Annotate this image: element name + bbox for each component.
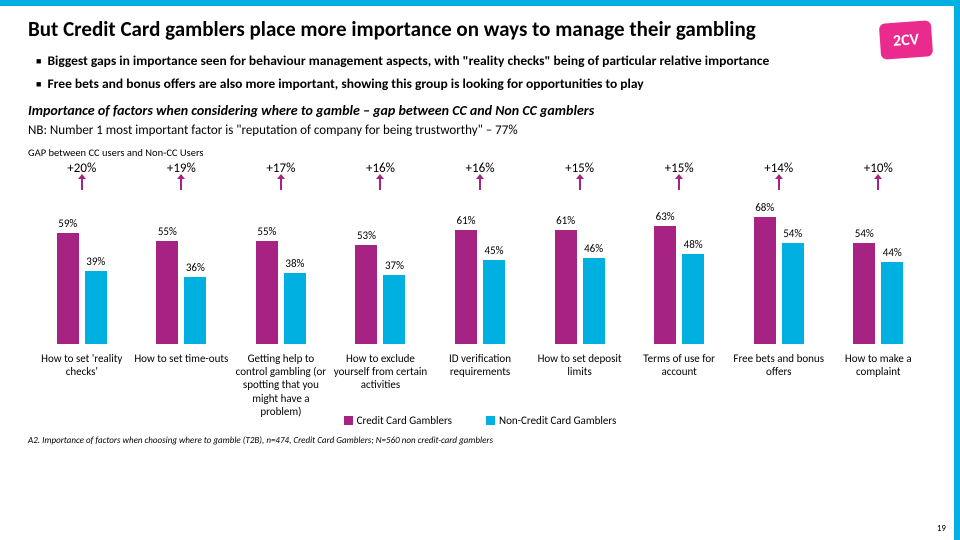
legend-item-cc: Credit Card Gamblers bbox=[344, 414, 452, 427]
legend-item-ncc: Non-Credit Card Gamblers bbox=[486, 414, 616, 427]
category-label: Terms of use for account bbox=[629, 352, 729, 378]
bar-cc: 54% bbox=[853, 243, 875, 344]
bar-chart: +20%59%39%How to set 'reality checks'+19… bbox=[28, 161, 932, 418]
bar-ncc: 46% bbox=[583, 258, 605, 344]
bar-ncc: 39% bbox=[85, 271, 107, 344]
chart-group: +16%53%37%How to exclude yourself from c… bbox=[331, 161, 431, 418]
bar-value: 54% bbox=[783, 227, 802, 240]
category-label: How to set 'reality checks' bbox=[32, 352, 132, 378]
bar-ncc: 48% bbox=[682, 254, 704, 344]
arrow-up-icon bbox=[280, 178, 282, 190]
bar-cc: 61% bbox=[555, 230, 577, 344]
arrow-up-icon bbox=[778, 178, 780, 190]
bar-ncc: 45% bbox=[483, 260, 505, 344]
bar-value: 55% bbox=[158, 225, 177, 238]
logo-2cv: 2CV bbox=[879, 20, 933, 60]
bar-value: 39% bbox=[86, 255, 105, 268]
category-label: Free bets and bonus offers bbox=[729, 352, 829, 378]
bar-value: 48% bbox=[684, 238, 703, 251]
footnote: A2. Importance of factors when choosing … bbox=[28, 435, 932, 446]
bar-cc: 61% bbox=[455, 230, 477, 344]
arrow-up-icon bbox=[579, 178, 581, 190]
bar-value: 36% bbox=[186, 261, 205, 274]
bar-cc: 59% bbox=[57, 233, 79, 344]
bar-ncc: 54% bbox=[782, 243, 804, 344]
page-number: 19 bbox=[937, 523, 946, 534]
bar-value: 54% bbox=[855, 227, 874, 240]
category-label: How to set time-outs bbox=[134, 352, 228, 365]
arrow-up-icon bbox=[180, 178, 182, 190]
bar-cc: 63% bbox=[654, 226, 676, 344]
bar-value: 53% bbox=[357, 229, 376, 242]
arrow-up-icon bbox=[479, 178, 481, 190]
page-title: But Credit Card gamblers place more impo… bbox=[28, 16, 932, 42]
chart-subtitle: NB: Number 1 most important factor is "r… bbox=[28, 123, 932, 138]
bar-value: 55% bbox=[257, 225, 276, 238]
category-label: How to exclude yourself from certain act… bbox=[331, 352, 431, 392]
bar-value: 38% bbox=[285, 257, 304, 270]
bar-value: 68% bbox=[755, 201, 774, 214]
bar-cc: 55% bbox=[156, 241, 178, 344]
chart-group: +10%54%44%How to make a complaint bbox=[829, 161, 929, 418]
right-border bbox=[954, 0, 960, 540]
bar-ncc: 38% bbox=[284, 273, 306, 344]
bar-cc: 55% bbox=[256, 241, 278, 344]
chart-group: +17%55%38%Getting help to control gambli… bbox=[231, 161, 331, 418]
bullet-item: Biggest gaps in importance seen for beha… bbox=[36, 52, 932, 69]
bar-value: 44% bbox=[883, 246, 902, 259]
category-label: How to make a complaint bbox=[829, 352, 929, 378]
chart-group: +16%61%45%ID verification requirements bbox=[430, 161, 530, 418]
chart-group: +20%59%39%How to set 'reality checks' bbox=[32, 161, 132, 418]
bar-ncc: 44% bbox=[881, 262, 903, 345]
bar-value: 61% bbox=[457, 214, 476, 227]
chart-group: +15%61%46%How to set deposit limits bbox=[530, 161, 630, 418]
bar-value: 46% bbox=[584, 242, 603, 255]
arrow-up-icon bbox=[877, 178, 879, 190]
bullet-item: Free bets and bonus offers are also more… bbox=[36, 75, 932, 92]
chart-group: +19%55%36%How to set time-outs bbox=[132, 161, 232, 418]
bar-value: 45% bbox=[485, 244, 504, 257]
chart-group: +14%68%54%Free bets and bonus offers bbox=[729, 161, 829, 418]
bar-cc: 68% bbox=[754, 217, 776, 345]
bar-value: 37% bbox=[385, 259, 404, 272]
bar-ncc: 36% bbox=[184, 277, 206, 345]
bar-value: 61% bbox=[556, 214, 575, 227]
arrow-up-icon bbox=[678, 178, 680, 190]
bar-ncc: 37% bbox=[383, 275, 405, 344]
arrow-up-icon bbox=[379, 178, 381, 190]
gap-label: GAP between CC users and Non-CC Users bbox=[28, 146, 932, 159]
bullet-list: Biggest gaps in importance seen for beha… bbox=[36, 52, 932, 92]
bar-cc: 53% bbox=[355, 245, 377, 344]
arrow-up-icon bbox=[81, 178, 83, 190]
category-label: Getting help to control gambling (or spo… bbox=[231, 352, 331, 418]
category-label: ID verification requirements bbox=[430, 352, 530, 378]
chart-title: Importance of factors when considering w… bbox=[28, 102, 932, 119]
top-border bbox=[0, 0, 960, 6]
bar-value: 63% bbox=[656, 210, 675, 223]
chart-group: +15%63%48%Terms of use for account bbox=[629, 161, 729, 418]
bar-value: 59% bbox=[58, 217, 77, 230]
category-label: How to set deposit limits bbox=[530, 352, 630, 378]
